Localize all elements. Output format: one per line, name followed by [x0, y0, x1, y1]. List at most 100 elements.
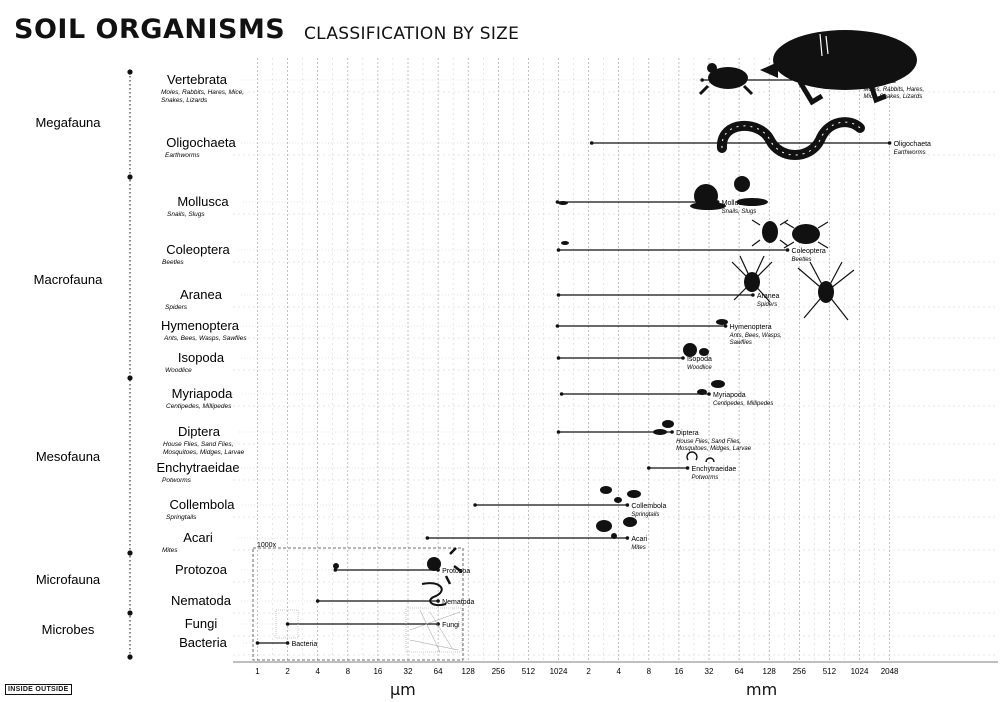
series-end-common: Sawflies — [730, 340, 752, 346]
group-break-dot — [127, 375, 133, 381]
insect-icon — [558, 201, 728, 539]
series-common-name: House Flies, Sand Flies, — [163, 441, 234, 448]
x-tick-label: 4 — [616, 667, 621, 676]
series-end-label: Coleoptera — [792, 248, 826, 255]
group-break-dot — [127, 174, 133, 180]
x-tick-label: 256 — [492, 667, 506, 676]
series-name: Myriapoda — [172, 386, 233, 401]
series-end-label: Fungi — [442, 622, 460, 629]
x-tick-label: 32 — [404, 667, 413, 676]
series-name: Isopoda — [178, 350, 225, 365]
series-range-end — [436, 599, 440, 603]
series-name: Oligochaeta — [166, 135, 236, 150]
series-range-end — [707, 392, 711, 396]
frog-icon — [698, 63, 754, 96]
series-end-label: Isopoda — [687, 356, 712, 363]
x-tick-label: 1 — [255, 667, 260, 676]
series-range-start — [425, 536, 430, 540]
x-tick-label: 8 — [346, 667, 351, 676]
x-tick-label: 64 — [434, 667, 443, 676]
series-range-end — [670, 430, 674, 434]
series-range-end — [751, 293, 755, 297]
zoom-inset: 1000x — [252, 542, 464, 661]
snail-icon — [690, 176, 768, 210]
group-label: Macrofauna — [34, 272, 103, 287]
series-end-label: Oligochaeta — [894, 141, 931, 148]
series-end-label: Enchytraeidae — [692, 466, 737, 473]
x-unit-um: µm — [390, 680, 416, 699]
series-range-start — [556, 430, 561, 434]
group-labels: Megafauna Macrofauna Mesofauna Microfauna Mi… — [34, 115, 103, 637]
series-row: Hymenoptera Ants, Bees, Wasps, Sawflies Hy… — [161, 318, 782, 346]
series-name: Protozoa — [175, 562, 228, 577]
series-name: Enchytraeidae — [156, 460, 239, 475]
series-end-label: Diptera — [676, 430, 699, 437]
earthworm-icon — [717, 117, 865, 160]
x-tick-label: 2 — [586, 667, 591, 676]
chart-title: SOIL ORGANISMS — [14, 14, 286, 45]
protozoa-icon — [333, 547, 463, 585]
series-end-common: Beetles — [792, 257, 812, 263]
series-name: Vertebrata — [167, 72, 228, 87]
series-range-end — [723, 324, 728, 328]
series-row: Mollusca Snails, Slugs Mollusca Snails, Slu… — [167, 194, 756, 218]
series-name: Nematoda — [171, 593, 232, 608]
series-name: Coleoptera — [166, 242, 230, 257]
series-row: Oligochaeta Earthworms Oligochaeta Earthwor… — [165, 135, 931, 159]
x-tick-label: 16 — [373, 667, 382, 676]
series-common-name: Snails, Slugs — [167, 211, 205, 218]
series-end-common: Mites — [631, 545, 645, 551]
series-row: Myriapoda Centipedes, Millipedes Myriapoda… — [166, 386, 773, 410]
x-tick-label: 1024 — [550, 667, 568, 676]
series-end-label: Protozoa — [442, 568, 470, 575]
series-end-common: Moles, Rabbits, Hares, — [864, 87, 925, 93]
series-range-start — [559, 392, 564, 396]
series-range-end — [685, 466, 690, 470]
group-label: Mesofauna — [36, 449, 101, 464]
series-common-name: Springtails — [166, 514, 197, 521]
series-end-common: House Flies, Sand Flies, — [676, 439, 741, 445]
series-name: Collembola — [169, 497, 235, 512]
series-range-end — [681, 356, 685, 360]
x-tick-label: 32 — [705, 667, 714, 676]
series-range-start — [556, 293, 561, 297]
series-end-common: Spiders — [757, 302, 777, 308]
x-tick-label: 4 — [315, 667, 320, 676]
x-tick-label: 512 — [522, 667, 536, 676]
series-name: Mollusca — [177, 194, 229, 209]
series-name: Bacteria — [179, 635, 227, 650]
series-range-start — [473, 503, 477, 507]
series-common-name: Centipedes, Millipedes — [166, 403, 232, 410]
group-axis — [127, 69, 133, 660]
series-end-label: Bacteria — [292, 641, 318, 648]
series-end-label: Nematoda — [442, 599, 474, 606]
series-common-name: Mosquitoes, Midges, Larvae — [163, 449, 245, 456]
x-tick-label: 64 — [735, 667, 744, 676]
series-common-name: Beetles — [162, 259, 184, 266]
group-label: Megafauna — [35, 115, 101, 130]
series-row: Collembola Springtails Collembola Springtai… — [166, 497, 666, 521]
x-tick-label: 16 — [674, 667, 683, 676]
series-name: Diptera — [178, 424, 221, 439]
zoom-inset-frame — [252, 547, 464, 661]
series-name: Hymenoptera — [161, 318, 240, 333]
series-range-start — [285, 622, 290, 626]
series-end-label: Acari — [631, 536, 647, 543]
series-range-start — [589, 141, 594, 145]
x-tick-label: 1024 — [851, 667, 869, 676]
x-tick-labels: 1 2 4 8 16 32 64 128 256 512 1024 2 4 8 16 32 64 128 256 51… — [255, 667, 899, 676]
series-common-name: Ants, Bees, Wasps, Sawflies — [163, 335, 247, 342]
series-row: Nematoda Nematoda — [171, 593, 474, 608]
series-common-name: Potworms — [162, 477, 192, 484]
series-range-start — [315, 599, 320, 603]
x-tick-label: 512 — [823, 667, 837, 676]
series-end-label: Mollusca — [722, 200, 750, 207]
x-unit-mm: mm — [746, 680, 778, 699]
logo-badge: INSIDE OUTSIDE — [5, 684, 72, 695]
series-range-end — [625, 503, 630, 507]
series-row: Aranea Spiders Aranea Spiders — [165, 287, 780, 311]
x-tick-label: 128 — [763, 667, 777, 676]
series-end-common: Woodlice — [687, 365, 712, 371]
